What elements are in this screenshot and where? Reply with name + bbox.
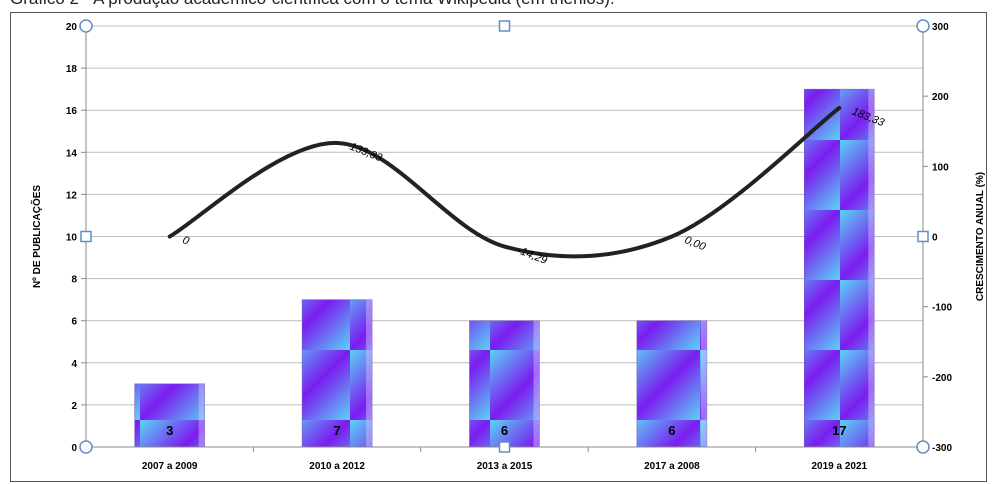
y2-axis-title: CRESCIMENTO ANUAL (%) [975,172,986,301]
bar [804,88,875,448]
bar-highlight [700,320,707,447]
x-tick-label: 2017 a 2008 [644,461,700,472]
growth-line [167,105,842,259]
y2-tick-label: -100 [932,303,952,314]
selection-handle [916,19,930,33]
y2-tick-label: -300 [932,443,952,454]
y2-tick-label: 0 [932,233,938,244]
bar [636,320,708,448]
y2-tick-label: 100 [932,162,949,173]
y-tick-label: 14 [66,148,78,159]
bar [134,383,205,448]
line-point-label: 0,00 [683,234,708,253]
x-tick-label: 2010 a 2012 [309,461,365,472]
y-tick-label: 16 [66,106,78,117]
y-tick-label: 8 [71,275,77,286]
bar [301,299,373,448]
x-tick-label: 2007 a 2009 [142,461,198,472]
selection-handle [498,20,511,32]
y-tick-label: 0 [71,443,77,454]
bar-highlight [533,320,540,447]
selection-handle [79,440,93,454]
bar-value-label: 6 [668,423,675,438]
y-tick-label: 10 [66,233,78,244]
y-tick-label: 12 [66,190,78,201]
bar-value-label: 6 [501,423,508,438]
bar-highlight [198,383,205,447]
y-tick-label: 6 [71,317,77,328]
line-point-label: -14,29 [515,244,548,267]
bar-value-label: 17 [832,423,846,438]
x-tick-label: 2013 a 2015 [477,461,533,472]
selection-handle [79,19,93,33]
y-tick-label: 18 [66,64,78,75]
bar [469,320,540,448]
y-tick-label: 20 [66,22,78,33]
y2-tick-label: -200 [932,373,952,384]
x-tick-label: 2019 a 2021 [811,461,867,472]
bar-value-label: 3 [166,423,173,438]
selection-handle [80,230,92,243]
y2-tick-label: 300 [932,22,949,33]
line-point-label: 0 [181,234,192,248]
selection-handle [498,441,511,453]
selection-handle [917,230,929,243]
bar-value-label: 7 [333,423,340,438]
selection-handle [916,440,930,454]
y-axis-title: Nº DE PUBLICAÇÕES [30,185,43,288]
y2-tick-label: 200 [932,92,949,103]
line-point-label: 133,33 [348,141,385,165]
bar-highlight [868,89,875,448]
bar-highlight [366,299,373,447]
y-tick-label: 4 [71,359,77,370]
chart-frame [10,12,987,482]
y-tick-label: 2 [71,401,77,412]
chart-caption: Gráfico 2 - A produção acadêmico-científ… [10,0,615,9]
